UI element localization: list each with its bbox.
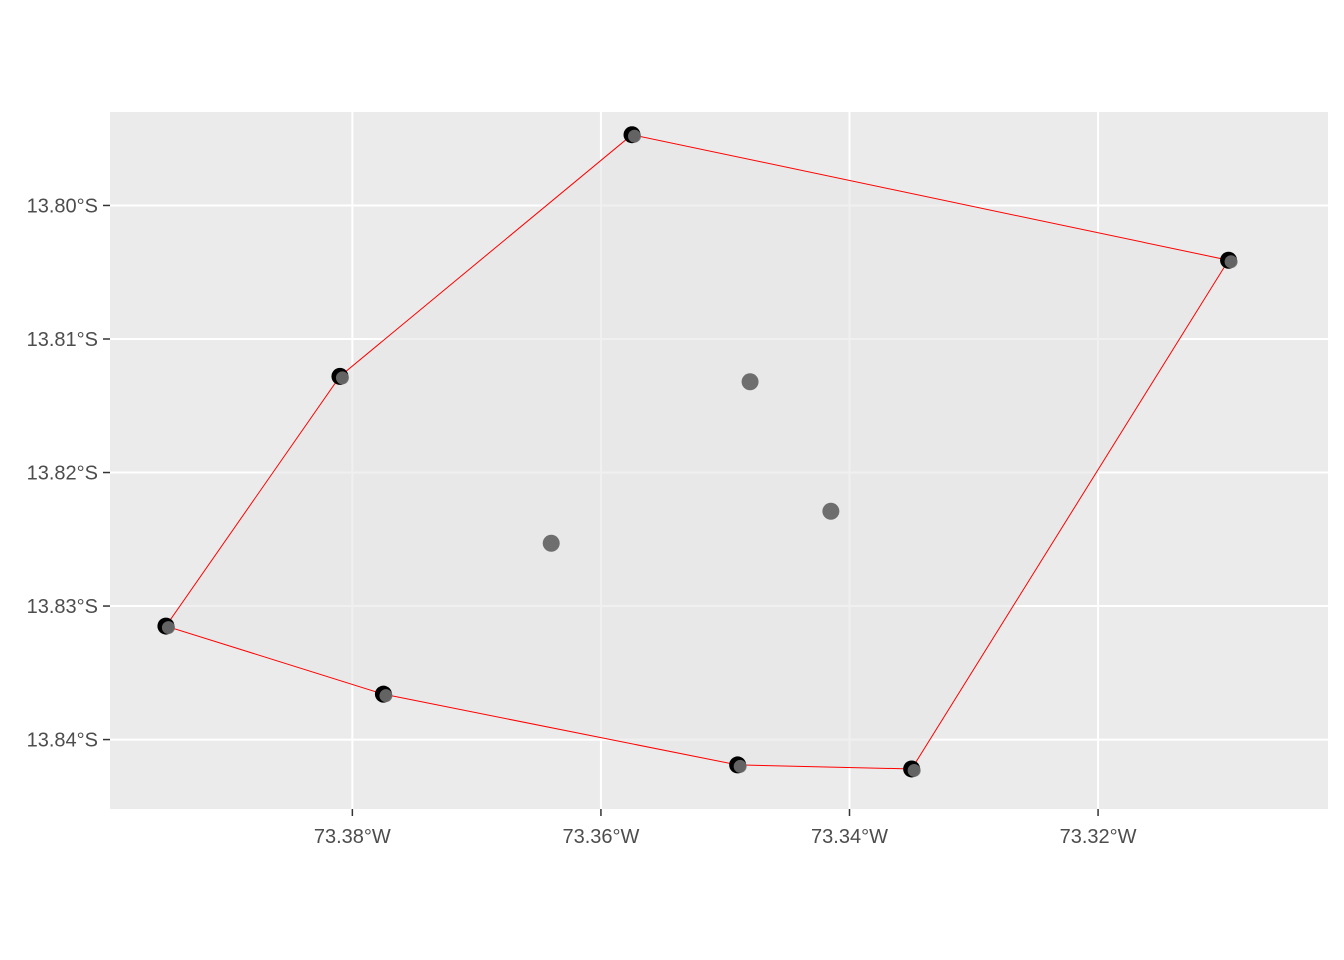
- data-points: [157, 126, 1238, 778]
- interior-point: [822, 502, 840, 520]
- hull-point-highlight: [161, 621, 175, 635]
- hull-point-highlight: [379, 689, 393, 703]
- hull-point-highlight: [1224, 255, 1238, 269]
- y-tick-label: 13.84°S: [27, 730, 98, 752]
- hull-point-highlight: [628, 129, 641, 143]
- y-tick-label: 13.83°S: [27, 596, 98, 618]
- hull-point-highlight: [907, 763, 921, 777]
- interior-point: [542, 534, 560, 552]
- interior-point: [741, 373, 759, 391]
- x-tick-label: 73.34°W: [811, 826, 888, 848]
- hull-point-highlight: [335, 371, 349, 385]
- y-tick-label: 13.80°S: [27, 195, 98, 217]
- convex-hull-polygon: [165, 134, 1230, 770]
- x-tick-label: 73.36°W: [562, 826, 639, 848]
- y-axis: 13.80°S 13.81°S 13.82°S 13.83°S 13.84°S: [27, 195, 110, 752]
- x-tick-label: 73.32°W: [1060, 826, 1137, 848]
- y-tick-label: 13.82°S: [27, 463, 98, 485]
- x-tick-label: 73.38°W: [314, 826, 391, 848]
- y-tick-label: 13.81°S: [27, 329, 98, 351]
- x-axis: 73.38°W 73.36°W 73.34°W 73.32°W: [314, 809, 1137, 848]
- hull-point-highlight: [733, 759, 747, 773]
